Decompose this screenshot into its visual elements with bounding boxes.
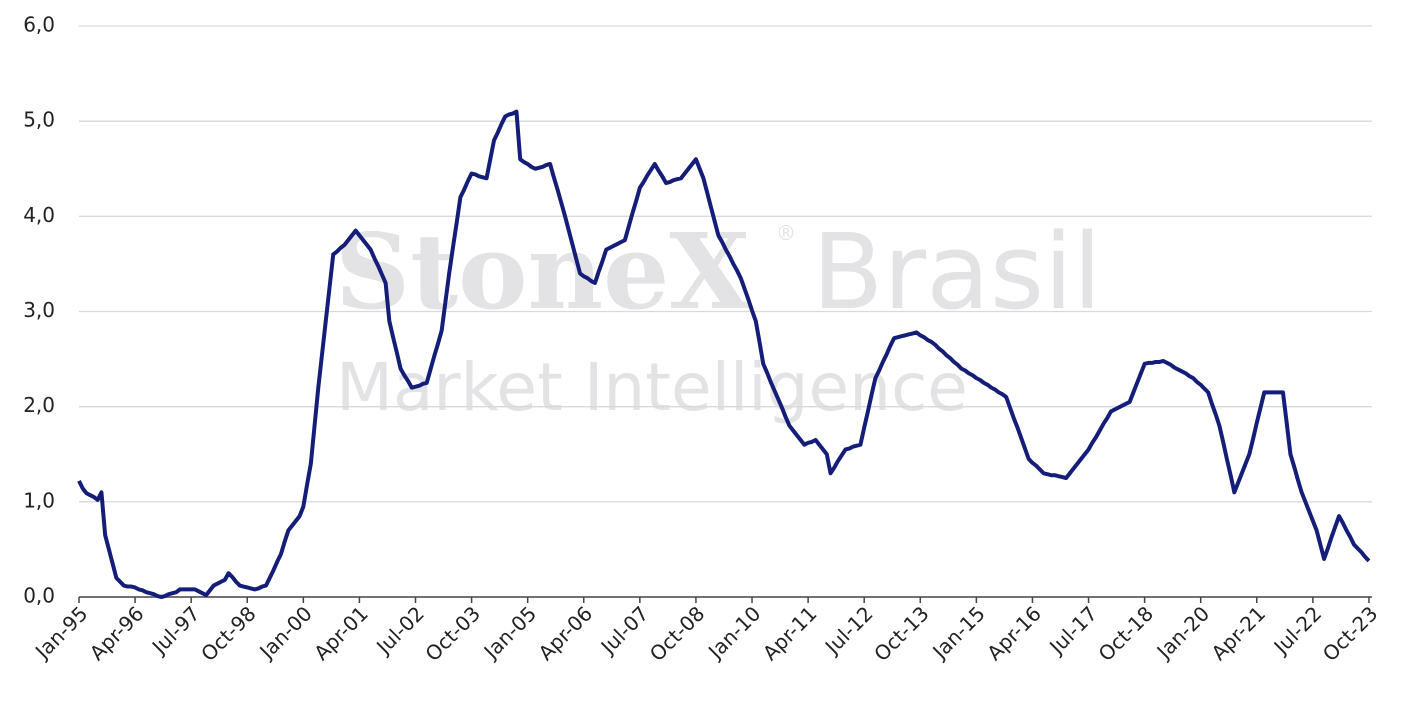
x-tick-label: Apr-01 (309, 601, 373, 665)
x-tick-label: Oct-13 (869, 601, 934, 666)
x-tick-label: Jul-02 (370, 601, 429, 660)
x-tick-label: Apr-21 (1207, 601, 1271, 665)
watermark: StoneX ® Brasil Market Intelligence (335, 210, 1102, 426)
x-tick-label: Jul-07 (595, 601, 654, 660)
x-tick-label: Apr-96 (85, 601, 149, 665)
x-tick-label: Apr-06 (534, 601, 598, 665)
x-tick-label: Oct-18 (1094, 601, 1159, 666)
x-tick-label: Jan-10 (702, 601, 765, 664)
data-line (77, 109, 1371, 599)
x-tick-label: Jan-20 (1151, 601, 1214, 664)
x-tick-label: Oct-23 (1318, 601, 1383, 666)
x-tick-label: Oct-08 (645, 601, 710, 666)
x-tick-label: Jul-17 (1043, 601, 1102, 660)
x-tick-label: Oct-03 (420, 601, 485, 666)
watermark-brand: StoneX (335, 210, 750, 333)
x-tick-label: Jan-15 (926, 601, 989, 664)
watermark-subtitle: Market Intelligence (336, 349, 968, 426)
y-tick-label: 2,0 (23, 393, 55, 417)
y-tick-label: 0,0 (23, 584, 55, 608)
x-tick-label: Jul-97 (146, 601, 205, 660)
x-tick-label: Oct-98 (196, 601, 261, 666)
x-tick-label: Jan-95 (29, 601, 92, 664)
x-tick-label: Jan-00 (253, 601, 316, 664)
y-tick-label: 6,0 (23, 13, 55, 37)
watermark-region: Brasil (812, 211, 1102, 333)
x-tick-label: Jul-12 (819, 601, 878, 660)
x-tick-label: Apr-16 (982, 601, 1046, 665)
x-tick-label: Jan-05 (478, 601, 541, 664)
y-tick-label: 3,0 (23, 298, 55, 322)
y-tick-label: 1,0 (23, 488, 55, 512)
y-tick-label: 5,0 (23, 108, 55, 132)
watermark-reg: ® (776, 221, 796, 245)
x-tick-label: Jul-22 (1268, 601, 1327, 660)
y-tick-label: 4,0 (23, 203, 55, 227)
x-tick-label: Apr-11 (758, 601, 822, 665)
